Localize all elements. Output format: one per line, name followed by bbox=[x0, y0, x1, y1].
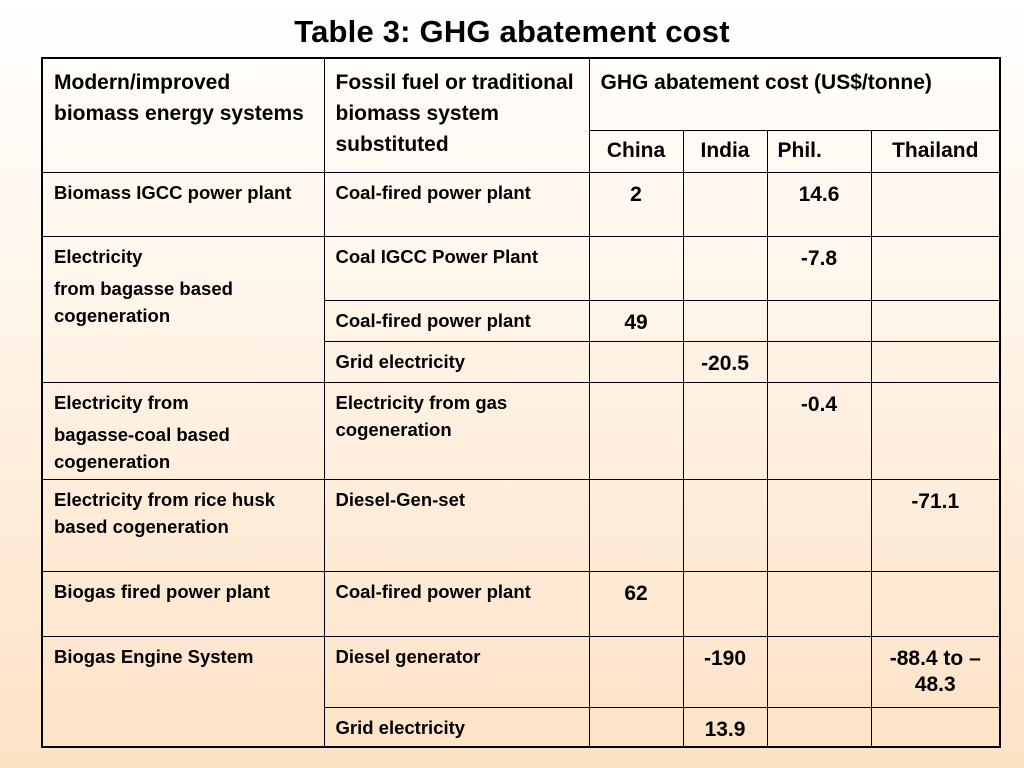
system-cell: Biogas fired power plant bbox=[41, 570, 325, 637]
phil-cell bbox=[766, 340, 872, 383]
substituted-cell: Electricity from gas cogeneration bbox=[323, 381, 590, 480]
thailand-cell bbox=[870, 340, 1001, 383]
thailand-cell: -88.4 to –48.3 bbox=[870, 635, 1001, 708]
phil-cell: -0.4 bbox=[766, 381, 872, 480]
table-row: Electricity from bagasse based cogenerat… bbox=[41, 235, 1001, 383]
india-cell bbox=[682, 478, 768, 572]
system-line: Electricity from bbox=[54, 391, 189, 413]
header-biomass-systems: Modern/improved biomass energy systems bbox=[41, 57, 325, 173]
table-row: Biomass IGCC power plant Coal-fired powe… bbox=[41, 171, 1001, 237]
abatement-cost-table: Modern/improved biomass energy systems F… bbox=[41, 57, 1002, 748]
thailand-cell bbox=[870, 299, 1001, 342]
system-cell: Biogas Engine System bbox=[41, 635, 325, 748]
substituted-cell: Coal IGCC Power Plant bbox=[323, 235, 590, 301]
substituted-cell: Coal-fired power plant bbox=[323, 171, 590, 237]
table-row: Coal-fired power plant 49 bbox=[42, 299, 1001, 342]
substituted-cell: Grid electricity bbox=[323, 706, 590, 748]
substituted-cell: Grid electricity bbox=[323, 340, 590, 383]
header-abatement-cost: GHG abatement cost (US$/tonne) bbox=[588, 57, 1001, 131]
china-cell bbox=[588, 706, 684, 748]
system-cell: Electricity from bagasse-coal based coge… bbox=[41, 381, 325, 480]
india-cell: 13.9 bbox=[682, 706, 768, 748]
china-cell bbox=[588, 235, 684, 301]
system-line: from bagasse based cogeneration bbox=[54, 277, 233, 326]
china-cell bbox=[588, 340, 684, 383]
system-line: bagasse-coal based cogeneration bbox=[54, 423, 230, 472]
table-row: Biogas Engine System Diesel generator -1… bbox=[41, 635, 1001, 748]
substituted-cell: Diesel-Gen-set bbox=[323, 478, 590, 572]
table-row: Grid electricity 13.9 bbox=[42, 706, 1001, 748]
table-row: Electricity from rice husk based cogener… bbox=[41, 478, 1001, 572]
table-title: Table 3: GHG abatement cost bbox=[294, 14, 730, 49]
india-cell bbox=[682, 381, 768, 480]
phil-cell bbox=[766, 478, 872, 572]
substituted-cell: Coal-fired power plant bbox=[323, 570, 590, 637]
substituted-cell: Coal-fired power plant bbox=[323, 299, 590, 342]
china-cell bbox=[588, 381, 684, 480]
thailand-cell bbox=[870, 235, 1001, 301]
thailand-cell bbox=[870, 570, 1001, 637]
china-cell: 2 bbox=[588, 171, 684, 237]
header-phil: Phil. bbox=[766, 129, 872, 173]
china-cell: 49 bbox=[588, 299, 684, 342]
india-cell bbox=[682, 235, 768, 301]
phil-cell bbox=[766, 706, 872, 748]
china-cell bbox=[588, 478, 684, 572]
india-cell bbox=[682, 570, 768, 637]
thailand-cell bbox=[870, 171, 1001, 237]
india-cell bbox=[682, 171, 768, 237]
table-row: Grid electricity -20.5 bbox=[42, 340, 1001, 383]
system-line: Electricity bbox=[54, 245, 143, 267]
header-thailand: Thailand bbox=[870, 129, 1001, 173]
table-row: Electricity from bagasse-coal based coge… bbox=[41, 381, 1001, 480]
china-cell bbox=[588, 635, 684, 708]
china-cell: 62 bbox=[588, 570, 684, 637]
system-cell: Electricity from rice husk based cogener… bbox=[41, 478, 325, 572]
phil-cell: -7.8 bbox=[766, 235, 872, 301]
system-cell: Biomass IGCC power plant bbox=[41, 171, 325, 237]
thailand-cell bbox=[870, 381, 1001, 480]
india-cell bbox=[682, 299, 768, 342]
phil-cell bbox=[766, 299, 872, 342]
phil-cell: 14.6 bbox=[766, 171, 872, 237]
thailand-cell: -71.1 bbox=[870, 478, 1001, 572]
table-row: Biogas fired power plant Coal-fired powe… bbox=[41, 570, 1001, 637]
header-india: India bbox=[682, 129, 768, 173]
india-cell: -20.5 bbox=[682, 340, 768, 383]
system-cell: Electricity from bagasse based cogenerat… bbox=[41, 235, 325, 383]
substituted-cell: Diesel generator bbox=[323, 635, 590, 708]
header-fossil-substituted: Fossil fuel or traditional biomass syste… bbox=[323, 57, 590, 173]
thailand-cell bbox=[870, 706, 1001, 748]
india-cell: -190 bbox=[682, 635, 768, 708]
header-china: China bbox=[588, 129, 684, 173]
phil-cell bbox=[766, 570, 872, 637]
phil-cell bbox=[766, 635, 872, 708]
